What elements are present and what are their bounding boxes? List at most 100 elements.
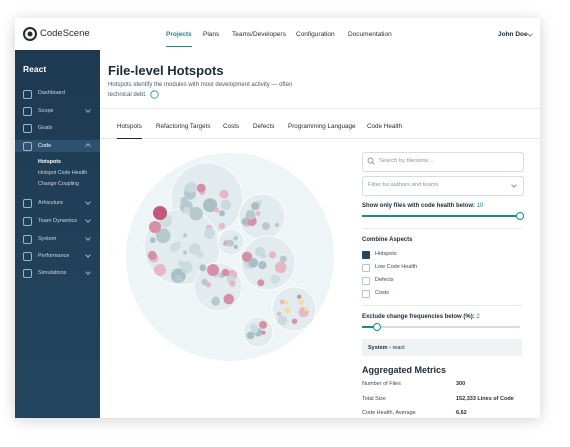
sidebar-item[interactable]: Simulations [38, 270, 67, 276]
hotspot-bubble[interactable] [283, 299, 289, 305]
hotspot-bubble[interactable] [183, 233, 188, 238]
hotspot-bubble[interactable] [255, 210, 261, 216]
hotspot-bubble[interactable] [211, 296, 220, 306]
hotspot-bubble[interactable] [274, 222, 280, 228]
hotspot-bubble[interactable] [233, 236, 238, 241]
hotspot-bubble[interactable] [180, 261, 193, 274]
hotspot-bubble[interactable] [279, 255, 287, 263]
hotspot-bubble[interactable] [147, 250, 157, 260]
hotspot-bubble[interactable] [261, 222, 270, 231]
hotspot-bubble[interactable] [261, 330, 266, 335]
hotspot-bubble[interactable] [203, 198, 218, 213]
hotspot-bubble[interactable] [277, 315, 288, 326]
hotspot-bubble[interactable] [274, 261, 287, 274]
user-menu[interactable]: John Doe [498, 31, 528, 38]
hotspot-bubble[interactable] [153, 206, 167, 220]
hotspot-bubble[interactable] [149, 237, 156, 243]
hotspot-bubble[interactable] [155, 228, 171, 244]
hotspot-bubble[interactable] [174, 275, 183, 284]
hotspot-bubble[interactable] [284, 307, 291, 314]
sidebar-subitem[interactable]: Change Coupling [38, 181, 79, 187]
hotspot-bubble[interactable] [240, 235, 296, 291]
hotspot-bubble[interactable] [259, 320, 267, 329]
author-filter[interactable] [362, 176, 524, 196]
hotspot-bubble[interactable] [183, 206, 191, 214]
nav-link[interactable]: Teams/Developers [232, 31, 286, 38]
hotspot-bubble[interactable] [241, 251, 253, 263]
hotspot-bubble[interactable] [149, 221, 161, 233]
slider-thumb[interactable] [516, 212, 524, 220]
hotspot-bubble[interactable] [169, 242, 180, 252]
nav-link[interactable]: Documentation [348, 31, 392, 38]
hotspot-bubble[interactable] [246, 331, 255, 340]
hotspot-bubble[interactable] [241, 218, 249, 225]
hotspot-bubble[interactable] [221, 268, 230, 277]
tab[interactable]: Hotspots [117, 123, 142, 139]
hotspot-bubble[interactable] [225, 242, 230, 247]
hotspot-bubble[interactable] [189, 243, 201, 255]
hotspot-bubble[interactable] [276, 311, 282, 317]
checkbox[interactable] [362, 251, 370, 259]
search-box[interactable] [362, 152, 524, 172]
crumb[interactable]: react [392, 345, 405, 351]
hotspot-bubble[interactable] [251, 202, 260, 211]
checkbox[interactable] [362, 290, 370, 298]
hotspot-bubble[interactable] [154, 264, 166, 276]
hotspot-bubble[interactable] [189, 206, 203, 221]
hotspot-bubble[interactable] [220, 199, 232, 211]
checkbox[interactable] [362, 277, 370, 285]
hotspot-bubble[interactable] [219, 210, 225, 217]
hotspot-bubble[interactable] [248, 258, 259, 268]
sidebar-item[interactable]: Code [38, 143, 52, 149]
hotspot-bubble[interactable] [233, 244, 238, 249]
tab[interactable]: Code Health [367, 123, 403, 130]
hotspot-bubble[interactable] [223, 293, 235, 305]
hotspot-bubble[interactable] [298, 299, 305, 306]
hotspot-bubble[interactable] [183, 250, 188, 255]
sidebar-item[interactable]: System [38, 236, 57, 242]
hotspot-bubble[interactable] [203, 227, 215, 239]
hotspot-bubble[interactable] [201, 278, 208, 286]
help-icon[interactable] [150, 90, 159, 99]
hotspot-bubble[interactable] [279, 299, 285, 305]
sidebar-item[interactable]: Team Dynamics [38, 218, 78, 224]
hotspot-bubble[interactable] [219, 189, 229, 199]
hotspot-map[interactable] [100, 139, 355, 379]
crumb[interactable]: System [368, 345, 388, 351]
hotspot-bubble[interactable] [270, 274, 281, 285]
hotspot-bubble[interactable] [257, 279, 265, 287]
sidebar-subitem[interactable]: Hotspots [38, 159, 61, 165]
sidebar-item[interactable]: Scope [38, 108, 54, 114]
sidebar-subitem[interactable]: Hotspot Code Health [38, 170, 88, 176]
nav-link[interactable]: Configuration [296, 31, 335, 38]
checkbox[interactable] [362, 264, 370, 272]
tab[interactable]: Defects [253, 123, 275, 130]
hotspot-bubble[interactable] [271, 286, 317, 332]
hotspot-bubble[interactable] [218, 222, 225, 230]
sidebar-item[interactable]: Arhicuture [38, 200, 64, 206]
hotspot-bubble[interactable] [207, 264, 219, 276]
hotspot-bubble[interactable] [268, 251, 277, 259]
slider-thumb[interactable] [373, 323, 381, 331]
hotspot-bubble[interactable] [245, 209, 256, 220]
tab[interactable]: Programming Language [288, 123, 356, 130]
tab[interactable]: Refactoring Targets [156, 123, 211, 130]
hotspot-bubble[interactable] [196, 183, 206, 193]
hotspot-bubble[interactable] [185, 181, 197, 193]
nav-link[interactable]: Projects [166, 31, 192, 47]
sidebar-item[interactable]: Goals [38, 125, 53, 131]
sidebar-item[interactable]: Performance [38, 253, 70, 259]
hotspot-bubble[interactable] [214, 207, 220, 213]
hotspot-bubble[interactable] [199, 264, 207, 272]
hotspot-bubble[interactable] [291, 318, 298, 324]
hotspot-bubble[interactable] [303, 307, 308, 311]
sidebar-item[interactable]: Dashboard [38, 90, 65, 96]
hotspot-bubble[interactable] [260, 253, 266, 259]
hotspot-bubble[interactable] [251, 326, 259, 334]
nav-link[interactable]: Plans [203, 31, 220, 38]
hotspot-bubble[interactable] [229, 280, 236, 287]
tab[interactable]: Costs [223, 123, 240, 130]
hotspot-bubble[interactable] [258, 261, 267, 270]
hotspot-bubble[interactable] [297, 294, 302, 299]
hotspot-bubble[interactable] [196, 251, 204, 259]
